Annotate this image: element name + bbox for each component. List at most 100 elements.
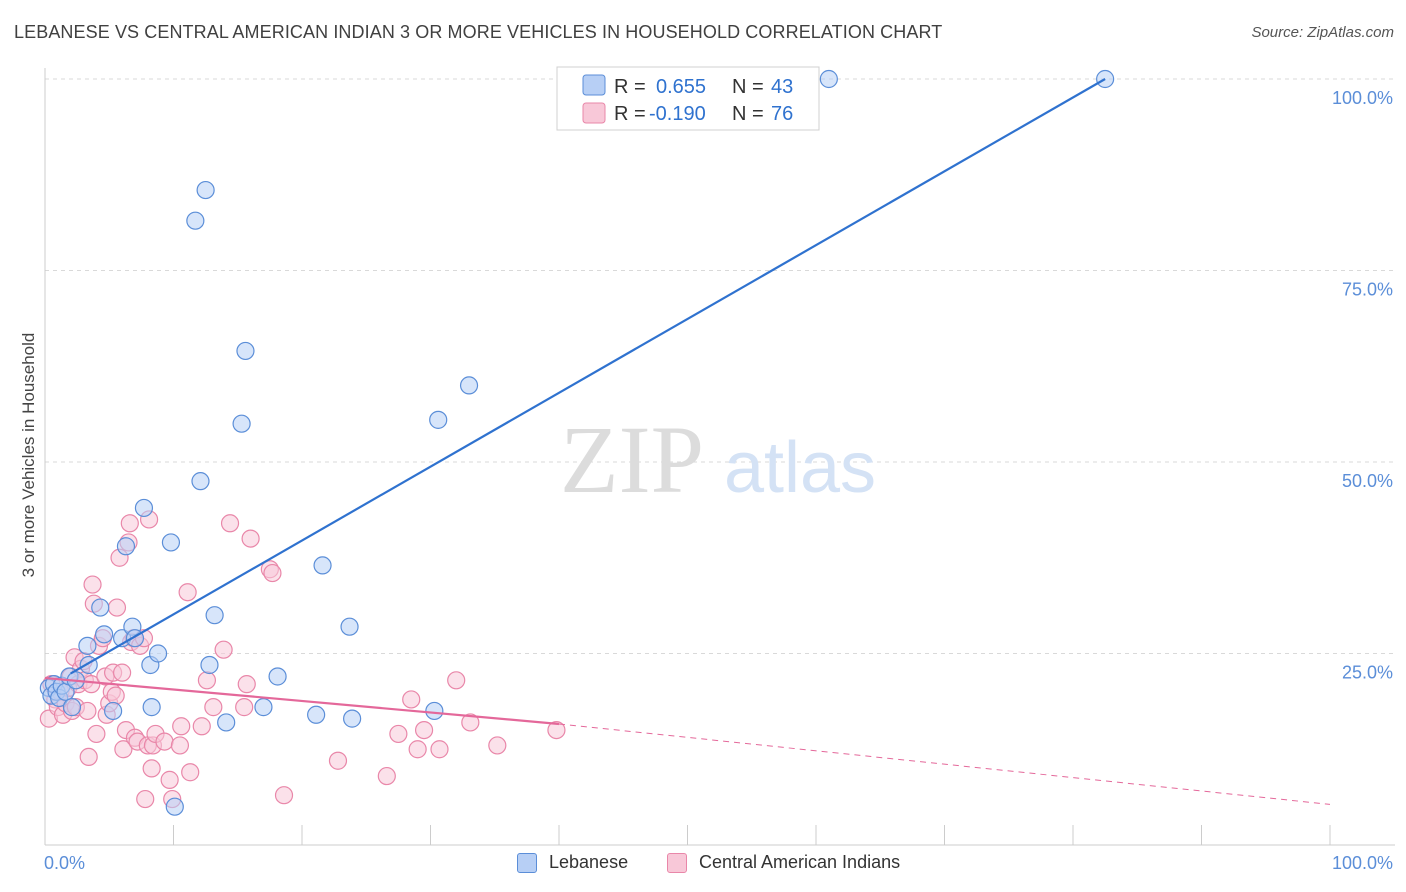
lebanese-point-27 <box>196 180 215 200</box>
lebanese-point-8 <box>62 698 82 717</box>
y-tick-label-3: 100.0% <box>1332 88 1393 108</box>
central-american-indians-point-73 <box>430 740 449 759</box>
central-american-indians-point-50 <box>160 770 179 789</box>
central-american-indians-point-33 <box>114 740 133 759</box>
central-american-indians-point-54 <box>178 583 197 602</box>
y-tick-label-1: 50.0% <box>1342 471 1393 491</box>
legend-r-label-1: R = <box>614 76 646 98</box>
legend-swatch-lebanese <box>517 852 537 873</box>
central-american-indians-point-77 <box>547 720 566 740</box>
lebanese-point-19 <box>134 498 154 518</box>
lebanese-point-31 <box>232 414 251 433</box>
central-american-indians-point-71 <box>408 740 427 759</box>
legend-label-lebanese: Lebanese <box>549 852 629 872</box>
lebanese-point-40 <box>429 410 448 429</box>
central-american-indians-point-60 <box>220 514 240 533</box>
central-american-indians-point-62 <box>237 675 256 694</box>
legend-item-central-american-indians: Central American Indians <box>667 852 900 873</box>
central-american-indians-trend-extension <box>558 723 1331 805</box>
lebanese-point-10 <box>78 636 97 655</box>
x-tick-label-0: 0.0% <box>44 853 85 873</box>
lebanese-point-39 <box>425 701 444 721</box>
central-american-indians-point-53 <box>172 717 191 736</box>
legend-series: Lebanese Central American Indians <box>0 852 1406 878</box>
central-american-indians-point-68 <box>377 766 396 786</box>
lebanese-point-30 <box>217 713 236 732</box>
lebanese-point-16 <box>116 537 136 556</box>
trend-lines <box>44 78 1331 805</box>
central-american-indians-point-69 <box>389 724 408 744</box>
central-american-indians-point-17 <box>79 747 98 767</box>
lebanese-point-29 <box>205 606 224 625</box>
central-american-indians-trend-line <box>44 676 560 726</box>
central-american-indians-point-70 <box>402 690 421 709</box>
legend-r-label-2: R = <box>614 103 646 125</box>
lebanese-point-33 <box>254 698 273 717</box>
lebanese-point-34 <box>268 667 287 686</box>
lebanese-point-32 <box>236 341 255 361</box>
central-american-indians-point-19 <box>83 575 102 594</box>
x-tick-labels: 0.0% 100.0% <box>44 853 1393 873</box>
lebanese-point-12 <box>91 598 110 617</box>
chart-title: LEBANESE VS CENTRAL AMERICAN INDIAN 3 OR… <box>14 22 943 42</box>
x-tick-label-1: 100.0% <box>1332 853 1393 873</box>
lebanese-point-35 <box>307 705 326 724</box>
central-american-indians-point-76 <box>488 736 507 755</box>
central-american-indians-point-57 <box>197 671 217 690</box>
central-american-indians-point-59 <box>214 640 233 659</box>
central-american-indians-point-56 <box>192 717 211 736</box>
watermark-atlas: atlas <box>724 428 876 508</box>
central-american-indians-point-29 <box>106 686 125 705</box>
lebanese-point-38 <box>343 709 362 728</box>
legend-n-value-1: 43 <box>771 76 793 98</box>
series-lebanese-points <box>39 69 1115 816</box>
legend-swatch-pink <box>582 102 606 124</box>
central-american-indians-point-32 <box>112 663 132 682</box>
central-american-indians-point-74 <box>447 671 466 690</box>
central-american-indians-point-63 <box>241 529 260 548</box>
series-central-american-indians-points <box>39 510 566 809</box>
central-american-indians-point-21 <box>87 724 106 744</box>
axes <box>44 68 1395 846</box>
central-american-indians-point-72 <box>414 720 434 740</box>
lebanese-point-42 <box>819 69 838 89</box>
lebanese-point-13 <box>95 625 114 644</box>
lebanese-point-25 <box>186 211 205 230</box>
legend-swatch-central-american-indians <box>667 852 687 873</box>
y-axis-label: 3 or more Vehicles in Household <box>19 333 38 578</box>
central-american-indians-point-58 <box>204 698 223 717</box>
grid-lines <box>45 78 1395 654</box>
legend-n-label-1: N = <box>732 76 764 98</box>
central-american-indians-point-67 <box>328 751 348 770</box>
central-american-indians-point-61 <box>235 698 254 717</box>
legend-r-value-2: -0.190 <box>649 103 706 125</box>
legend-swatch-blue <box>582 74 606 96</box>
lebanese-point-21 <box>142 698 161 717</box>
lebanese-point-23 <box>161 533 181 552</box>
lebanese-point-36 <box>313 556 332 575</box>
watermark: ZIP atlas <box>560 406 876 513</box>
legend-item-lebanese: Lebanese <box>517 852 628 873</box>
central-american-indians-point-46 <box>142 759 161 778</box>
central-american-indians-point-30 <box>107 598 127 617</box>
central-american-indians-point-49 <box>155 732 174 751</box>
source-label: Source: ZipAtlas.com <box>1251 24 1394 41</box>
central-american-indians-point-55 <box>181 763 200 782</box>
legend-n-label-2: N = <box>732 103 764 125</box>
lebanese-point-41 <box>459 376 479 395</box>
central-american-indians-point-52 <box>170 736 190 755</box>
lebanese-point-14 <box>104 701 123 721</box>
central-american-indians-point-16 <box>78 701 97 721</box>
lebanese-point-24 <box>165 797 184 816</box>
central-american-indians-point-75 <box>461 713 480 732</box>
lebanese-point-28 <box>200 655 219 675</box>
lebanese-point-22 <box>148 644 168 663</box>
lebanese-trend-line <box>70 78 1106 675</box>
lebanese-point-37 <box>340 617 359 636</box>
legend-label-central-american-indians: Central American Indians <box>699 852 901 872</box>
watermark-zip: ZIP <box>560 406 704 513</box>
central-american-indians-point-65 <box>263 563 282 583</box>
y-tick-label-2: 75.0% <box>1342 280 1393 300</box>
legend-r-value-1: 0.655 <box>656 76 706 98</box>
